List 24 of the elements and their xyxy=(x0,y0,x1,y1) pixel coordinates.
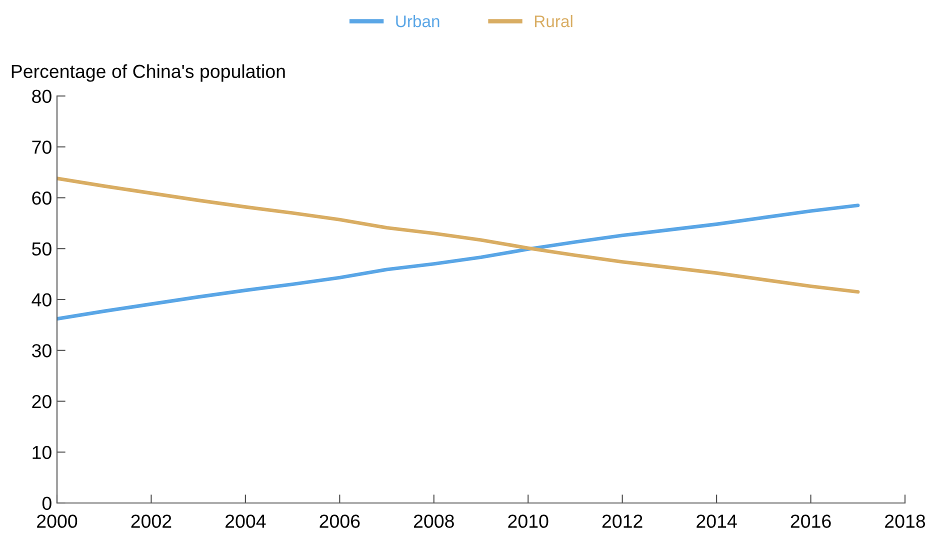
x-tick-label: 2008 xyxy=(414,514,454,528)
y-tick-label: 20 xyxy=(32,394,52,408)
y-tick-label: 10 xyxy=(32,446,52,460)
y-tick-label: 70 xyxy=(32,140,52,154)
x-tick-label: 2012 xyxy=(602,514,642,528)
x-tick-label: 2014 xyxy=(696,514,737,528)
y-tick-label: 40 xyxy=(32,293,52,306)
y-tick-label: 80 xyxy=(32,90,52,103)
x-tick-label: 2018 xyxy=(885,514,925,528)
y-tick-label: 0 xyxy=(42,496,52,510)
x-tick-label: 2000 xyxy=(37,514,78,528)
x-tick-label: 2010 xyxy=(508,514,548,528)
x-tick-label: 2006 xyxy=(320,514,360,528)
x-tick-label: 2004 xyxy=(226,514,266,528)
legend-label: Rural xyxy=(534,15,572,28)
legend-label: Urban xyxy=(396,15,440,28)
x-tick-label: 2016 xyxy=(790,514,831,528)
line-series xyxy=(57,204,860,321)
y-tick-label: 60 xyxy=(32,191,52,205)
x-tick-label: 2002 xyxy=(131,514,172,528)
y-axis-title: Percentage of China's population xyxy=(12,64,285,82)
y-tick-label: 30 xyxy=(32,344,52,358)
line-series xyxy=(57,176,860,294)
y-tick-label: 50 xyxy=(32,242,52,256)
